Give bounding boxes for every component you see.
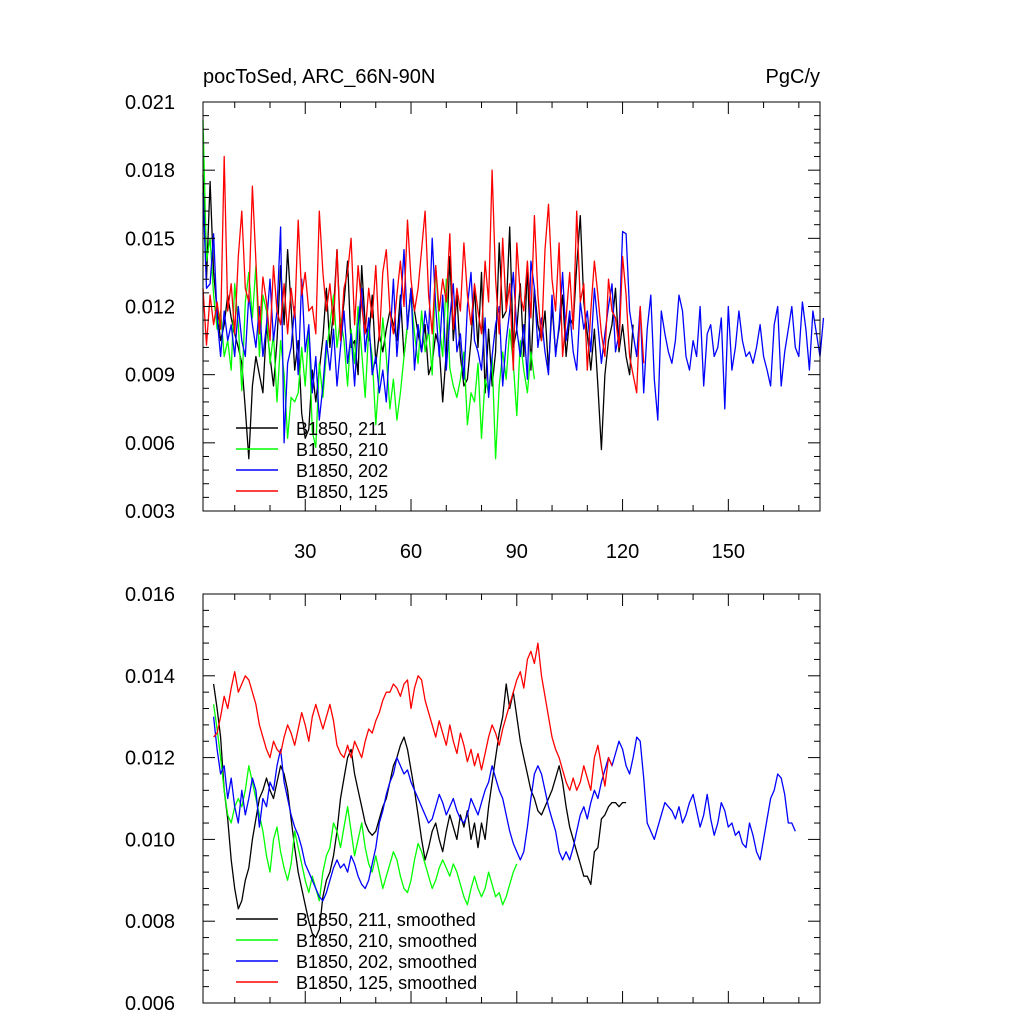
bottom-legend-label: B1850, 202, smoothed (296, 952, 477, 972)
bottom-y-tick-label: 0.010 (125, 829, 175, 851)
bottom-series-line-2 (212, 716, 796, 902)
bottom-plot-frame (202, 593, 821, 1004)
top-legend-label: B1850, 211 (296, 419, 387, 439)
top-y-tick-label: 0.009 (125, 365, 175, 387)
top-x-tick-label: 150 (712, 541, 745, 563)
bottom-y-tick-label: 0.012 (125, 748, 175, 770)
top-y-tick-label: 0.006 (125, 433, 175, 455)
top-x-tick-label: 120 (606, 541, 639, 563)
bottom-y-tick-label: 0.014 (125, 666, 175, 688)
bottom-y-tick-label: 0.006 (125, 993, 175, 1015)
bottom-y-tick-label: 0.008 (125, 911, 175, 933)
top-legend-label: B1850, 125 (296, 482, 388, 502)
top-chart-title: pocToSed, ARC_66N-90N (203, 66, 435, 88)
top-y-tick-label: 0.018 (125, 160, 175, 182)
top-series-line-3 (202, 155, 645, 394)
bottom-series-line-1 (212, 704, 518, 906)
top-chart-units: PgC/y (766, 66, 820, 88)
bottom-legend-label: B1850, 125, smoothed (296, 973, 477, 993)
bottom-series-line-3 (213, 642, 613, 791)
top-y-tick-label: 0.012 (125, 297, 175, 319)
bottom-legend-label: B1850, 211, smoothed (296, 910, 476, 930)
top-y-tick-label: 0.015 (125, 228, 175, 250)
top-y-tick-label: 0.021 (125, 92, 175, 114)
bottom-series-line-0 (212, 683, 627, 939)
bottom-panel: 0.006 0.008 0.010 0.012 0.014 0.016 B1850, 211… (125, 584, 821, 1015)
top-x-tick-label: 60 (400, 541, 422, 563)
bottom-legend-label: B1850, 210, smoothed (296, 931, 477, 951)
top-x-tick-label: 90 (506, 541, 528, 563)
top-series-line-2 (202, 192, 825, 444)
top-legend-label: B1850, 202 (296, 461, 388, 481)
top-x-tick-label: 30 (294, 541, 316, 563)
bottom-y-tick-label: 0.016 (125, 584, 175, 606)
top-legend-label: B1850, 210 (296, 440, 388, 460)
top-panel: pocToSed, ARC_66N-90N PgC/y 0.003 0.006 0.… (125, 66, 825, 563)
top-y-tick-label: 0.003 (125, 501, 175, 523)
